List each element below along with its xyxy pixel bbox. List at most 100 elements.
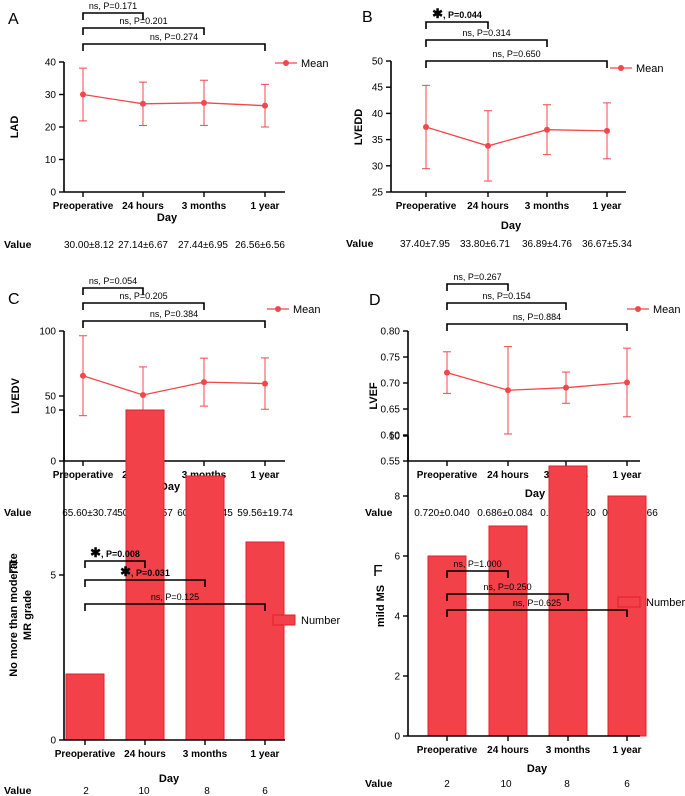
chart-a-mean-point-1 [80, 91, 86, 98]
chart-c-y-tick-label-3: 100 [39, 327, 56, 338]
chart-e-x-tick-label-2: 24 hours [124, 749, 166, 760]
chart-a-value-text-3: 27.44±6.95 [178, 240, 228, 251]
chart-b-p-value-1: , P=0.044 [443, 10, 482, 20]
chart-d-bracket-3 [446, 323, 628, 331]
chart-d-x-axis-title: Day [525, 488, 546, 500]
chart-b-significance-star-1: ✱ [432, 6, 443, 21]
chart-e-value-text-3: 8 [204, 786, 210, 796]
chart-d-y-axis-title: LVEF [368, 382, 380, 410]
chart-a-bracket-3 [82, 43, 266, 51]
chart-f-bar-1 [427, 555, 467, 737]
chart-f-y-tick-label-6: 10 [389, 432, 401, 443]
chart-a-value-text-4: 26.56±6.56 [235, 240, 285, 251]
chart-b-mean-line [425, 126, 608, 147]
chart-f-value-text-4: 6 [624, 779, 630, 790]
chart-b-value-row-label: Value [346, 238, 374, 250]
chart-c-y-tick-label-1: 0 [50, 457, 56, 468]
chart-e-x-tick-label-1: Preoperative [55, 749, 116, 760]
chart-a-x-tick-label-2: 24 hours [122, 201, 164, 212]
chart-b-y-tick-label-3: 35 [372, 135, 384, 146]
chart-e-x-axis-title: Day [159, 773, 180, 785]
chart-d-value-row-label: Value [365, 507, 393, 519]
chart-b-bracket-label-2: ns, P=0.314 [462, 28, 510, 38]
chart-f-y-tick-label-3: 4 [394, 612, 400, 623]
chart-a-legend-label: Mean [301, 58, 329, 70]
chart-c-mean-point-2 [140, 391, 146, 398]
chart-a-x-axis-title: Day [157, 212, 178, 224]
chart-b-value-text-4: 36.67±5.34 [582, 239, 632, 250]
chart-b-mean-point-4 [604, 127, 610, 134]
chart-b-y-tick-label-1: 25 [372, 188, 384, 199]
chart-b-y-tick-label-4: 40 [372, 109, 384, 120]
chart-d-panel-letter: D [369, 292, 381, 309]
chart-b-value-text-3: 36.89±4.76 [522, 239, 572, 250]
chart-c-bracket-1 [82, 287, 144, 295]
chart-d-mean-point-3 [563, 384, 569, 391]
chart-b-panel-letter: B [362, 9, 373, 26]
chart-f-x-tick-label-4: 1 year [613, 745, 642, 756]
chart-e-significance-star-2: ✱ [120, 564, 131, 579]
chart-d-y-tick-label-1: 0.55 [381, 457, 401, 468]
chart-a-bracket-label-2: ns, P=0.201 [119, 16, 167, 26]
chart-f-legend-label: Number [646, 597, 685, 609]
chart-b-legend-marker [618, 65, 624, 71]
chart-a-y-tick-label-3: 20 [45, 123, 57, 134]
chart-b-y-tick-label-5: 45 [372, 83, 384, 94]
chart-b-bracket-label-3: ns, P=0.650 [492, 49, 540, 59]
chart-e-p-value-2: , P=0.031 [131, 568, 170, 578]
chart-d-y-tick-label-5: 0.75 [381, 353, 401, 364]
chart-d-bracket-label-1: ns, P=0.267 [453, 272, 501, 282]
chart-f-y-tick-label-1: 0 [394, 732, 400, 743]
chart-c-y-axis-title: LVEDV [10, 377, 22, 414]
chart-b-x-tick-label-1: Preoperative [396, 201, 457, 212]
chart-e-y-tick-label-1: 0 [50, 736, 56, 747]
chart-f-bracket-2 [446, 593, 569, 601]
chart-c-x-axis-title: Day [160, 481, 181, 493]
chart-a-bracket-label-3: ns, P=0.274 [150, 32, 198, 42]
chart-c-x-tick-label-4: 1 year [251, 470, 280, 481]
chart-e-bar-2 [125, 409, 165, 741]
chart-d-x-tick-label-2: 24 hours [487, 470, 529, 481]
chart-a-legend-marker [283, 60, 289, 66]
chart-e-legend-swatch [272, 614, 296, 626]
chart-b-bracket-1 [425, 21, 489, 29]
chart-b-bracket-3 [425, 60, 608, 68]
chart-b-value-text-2: 33.80±6.71 [460, 239, 510, 250]
chart-e-bracket-3 [84, 603, 266, 611]
chart-c-panel-letter: C [8, 291, 20, 308]
chart-f-x-tick-label-3: 3 months [546, 745, 591, 756]
chart-c-y-tick-label-2: 50 [45, 392, 57, 403]
chart-e-y-tick-label-3: 10 [45, 406, 57, 417]
chart-e-value-text-1: 2 [83, 786, 89, 796]
chart-b-x-axis-title: Day [501, 220, 522, 232]
chart-e-legend-label: Number [301, 615, 340, 627]
chart-b-y-tick-label-2: 30 [372, 161, 384, 172]
chart-b-mean-point-1 [423, 124, 429, 131]
chart-b-value-text-1: 37.40±7.95 [400, 239, 450, 250]
chart-d-legend-label: Mean [653, 304, 681, 316]
chart-c-x-tick-label-1: Preoperative [53, 470, 114, 481]
chart-c-legend-marker [275, 306, 281, 312]
chart-e-bar-3 [185, 475, 225, 741]
chart-f-bracket-3 [446, 609, 628, 617]
chart-a-mean-point-4 [262, 102, 268, 109]
chart-a-value-row-label: Value [4, 239, 32, 251]
chart-d-y-tick-label-6: 0.80 [381, 327, 401, 338]
chart-d-y-tick-label-3: 0.65 [381, 405, 401, 416]
chart-e-y-axis-title-line-1: No more than moderate [8, 553, 20, 676]
chart-e-panel-letter: E [8, 560, 19, 577]
chart-e-y-axis-title: No more than moderate MR grade [8, 553, 34, 676]
chart-a-panel-letter: A [8, 11, 19, 28]
chart-f-y-tick-label-2: 2 [394, 672, 400, 683]
chart-a-bracket-2 [82, 27, 205, 35]
chart-e-significance-star-1: ✱ [90, 545, 101, 560]
chart-a-y-tick-label-2: 10 [45, 155, 57, 166]
chart-a-value-text-2: 27.14±6.67 [118, 240, 168, 251]
chart-e-x-tick-label-3: 3 months [183, 749, 228, 760]
chart-d-mean-point-2 [505, 387, 511, 394]
chart-a-bracket-label-1: ns, P=0.171 [89, 1, 137, 11]
chart-f-legend-swatch [617, 596, 641, 608]
chart-e-bracket-label-2: ✱, P=0.031 [120, 564, 170, 579]
chart-f-value-text-3: 8 [564, 779, 570, 790]
